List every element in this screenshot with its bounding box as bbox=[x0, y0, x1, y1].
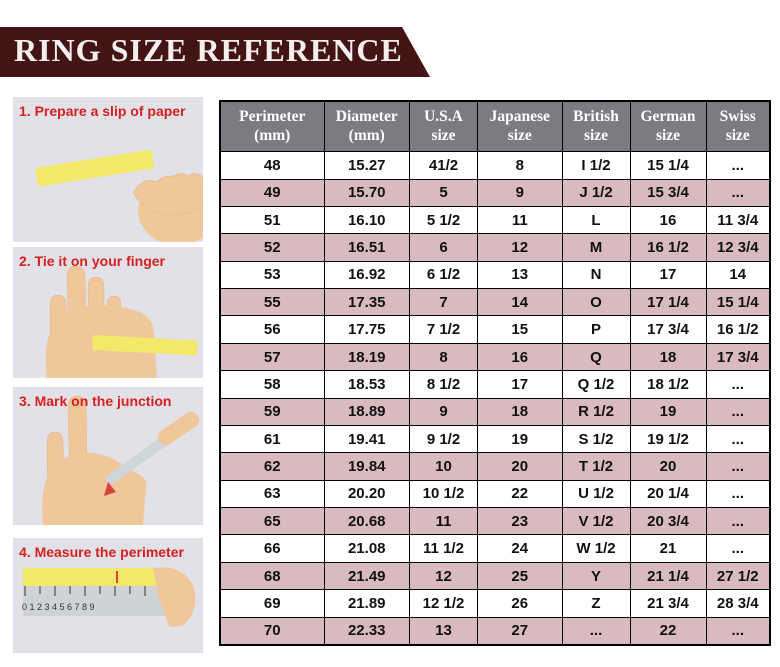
svg-text:0 1 2 3 4 5 6 7 8 9: 0 1 2 3 4 5 6 7 8 9 bbox=[22, 602, 95, 612]
